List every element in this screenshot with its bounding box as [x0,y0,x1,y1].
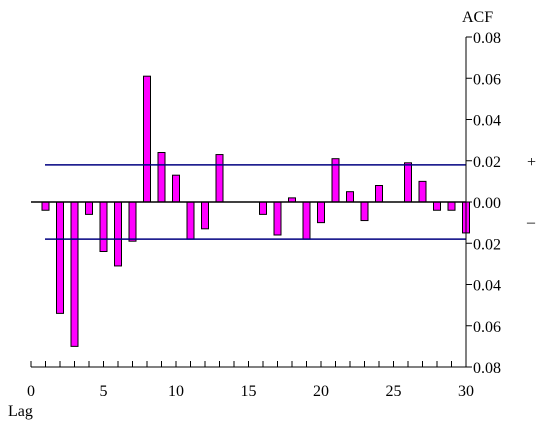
acf-bar-lag-3 [70,201,79,347]
acf-bar-lag-12 [201,201,209,230]
x-tick-label: 0 [27,383,35,400]
y-tick-label: 0.00 [473,195,501,212]
acf-bar-lag-8 [143,75,151,203]
acf-bar-lag-29 [447,201,456,211]
axis-layer: 0.08 0.06 0.04 0.02 0.00 0.02 0.04 0.06 0.08 0 5 10… [27,30,501,400]
lines-layer [31,164,466,240]
acf-bar-lag-27 [418,180,427,203]
y-tick-label: 0.04 [473,113,501,130]
y-tick-label: 0.06 [473,319,501,336]
x-tick-label: 15 [241,383,257,400]
acf-bar-lag-16 [259,201,267,215]
y-tick-label: 0.02 [473,236,501,253]
x-tick-label: 10 [168,383,184,400]
y-tick-label: 0.08 [473,360,501,377]
acf-bar-lag-10 [172,174,180,203]
y-tick-label: 0.04 [473,278,501,295]
acf-bar-lag-7 [128,201,137,242]
acf-bar-lag-2 [56,201,64,314]
acf-bar-lag-22 [346,191,354,203]
acf-bar-lag-11 [186,201,195,240]
y-axis-label: ACF [462,9,493,26]
acf-bar-lag-20 [317,201,325,224]
bars-layer [41,75,470,347]
acf-bar-lag-5 [99,201,108,252]
x-axis-label: Lag [8,403,33,420]
x-tick-label: 30 [458,383,474,400]
x-tick-label: 25 [386,383,402,400]
y-tick-label: 0.06 [473,71,501,88]
acf-bar-lag-23 [360,201,369,222]
acf-bar-lag-24 [375,185,383,203]
plus-sign: + [527,154,536,171]
x-tick-label: 5 [100,383,108,400]
x-tick-label: 20 [313,383,329,400]
acf-bar-lag-28 [433,201,441,211]
acf-bar-lag-26 [404,162,412,203]
acf-bar-lag-1 [41,201,50,211]
acf-bar-lag-6 [114,201,122,267]
y-tick-label: 0.02 [473,154,501,171]
acf-bar-lag-17 [273,201,282,236]
acf-bar-lag-13 [215,154,224,203]
acf-bar-lag-9 [157,152,166,203]
acf-bar-lag-4 [85,201,93,215]
y-tick-label: 0.08 [473,30,501,47]
acf-bar-lag-19 [302,201,311,240]
minus-sign: – [526,214,536,231]
